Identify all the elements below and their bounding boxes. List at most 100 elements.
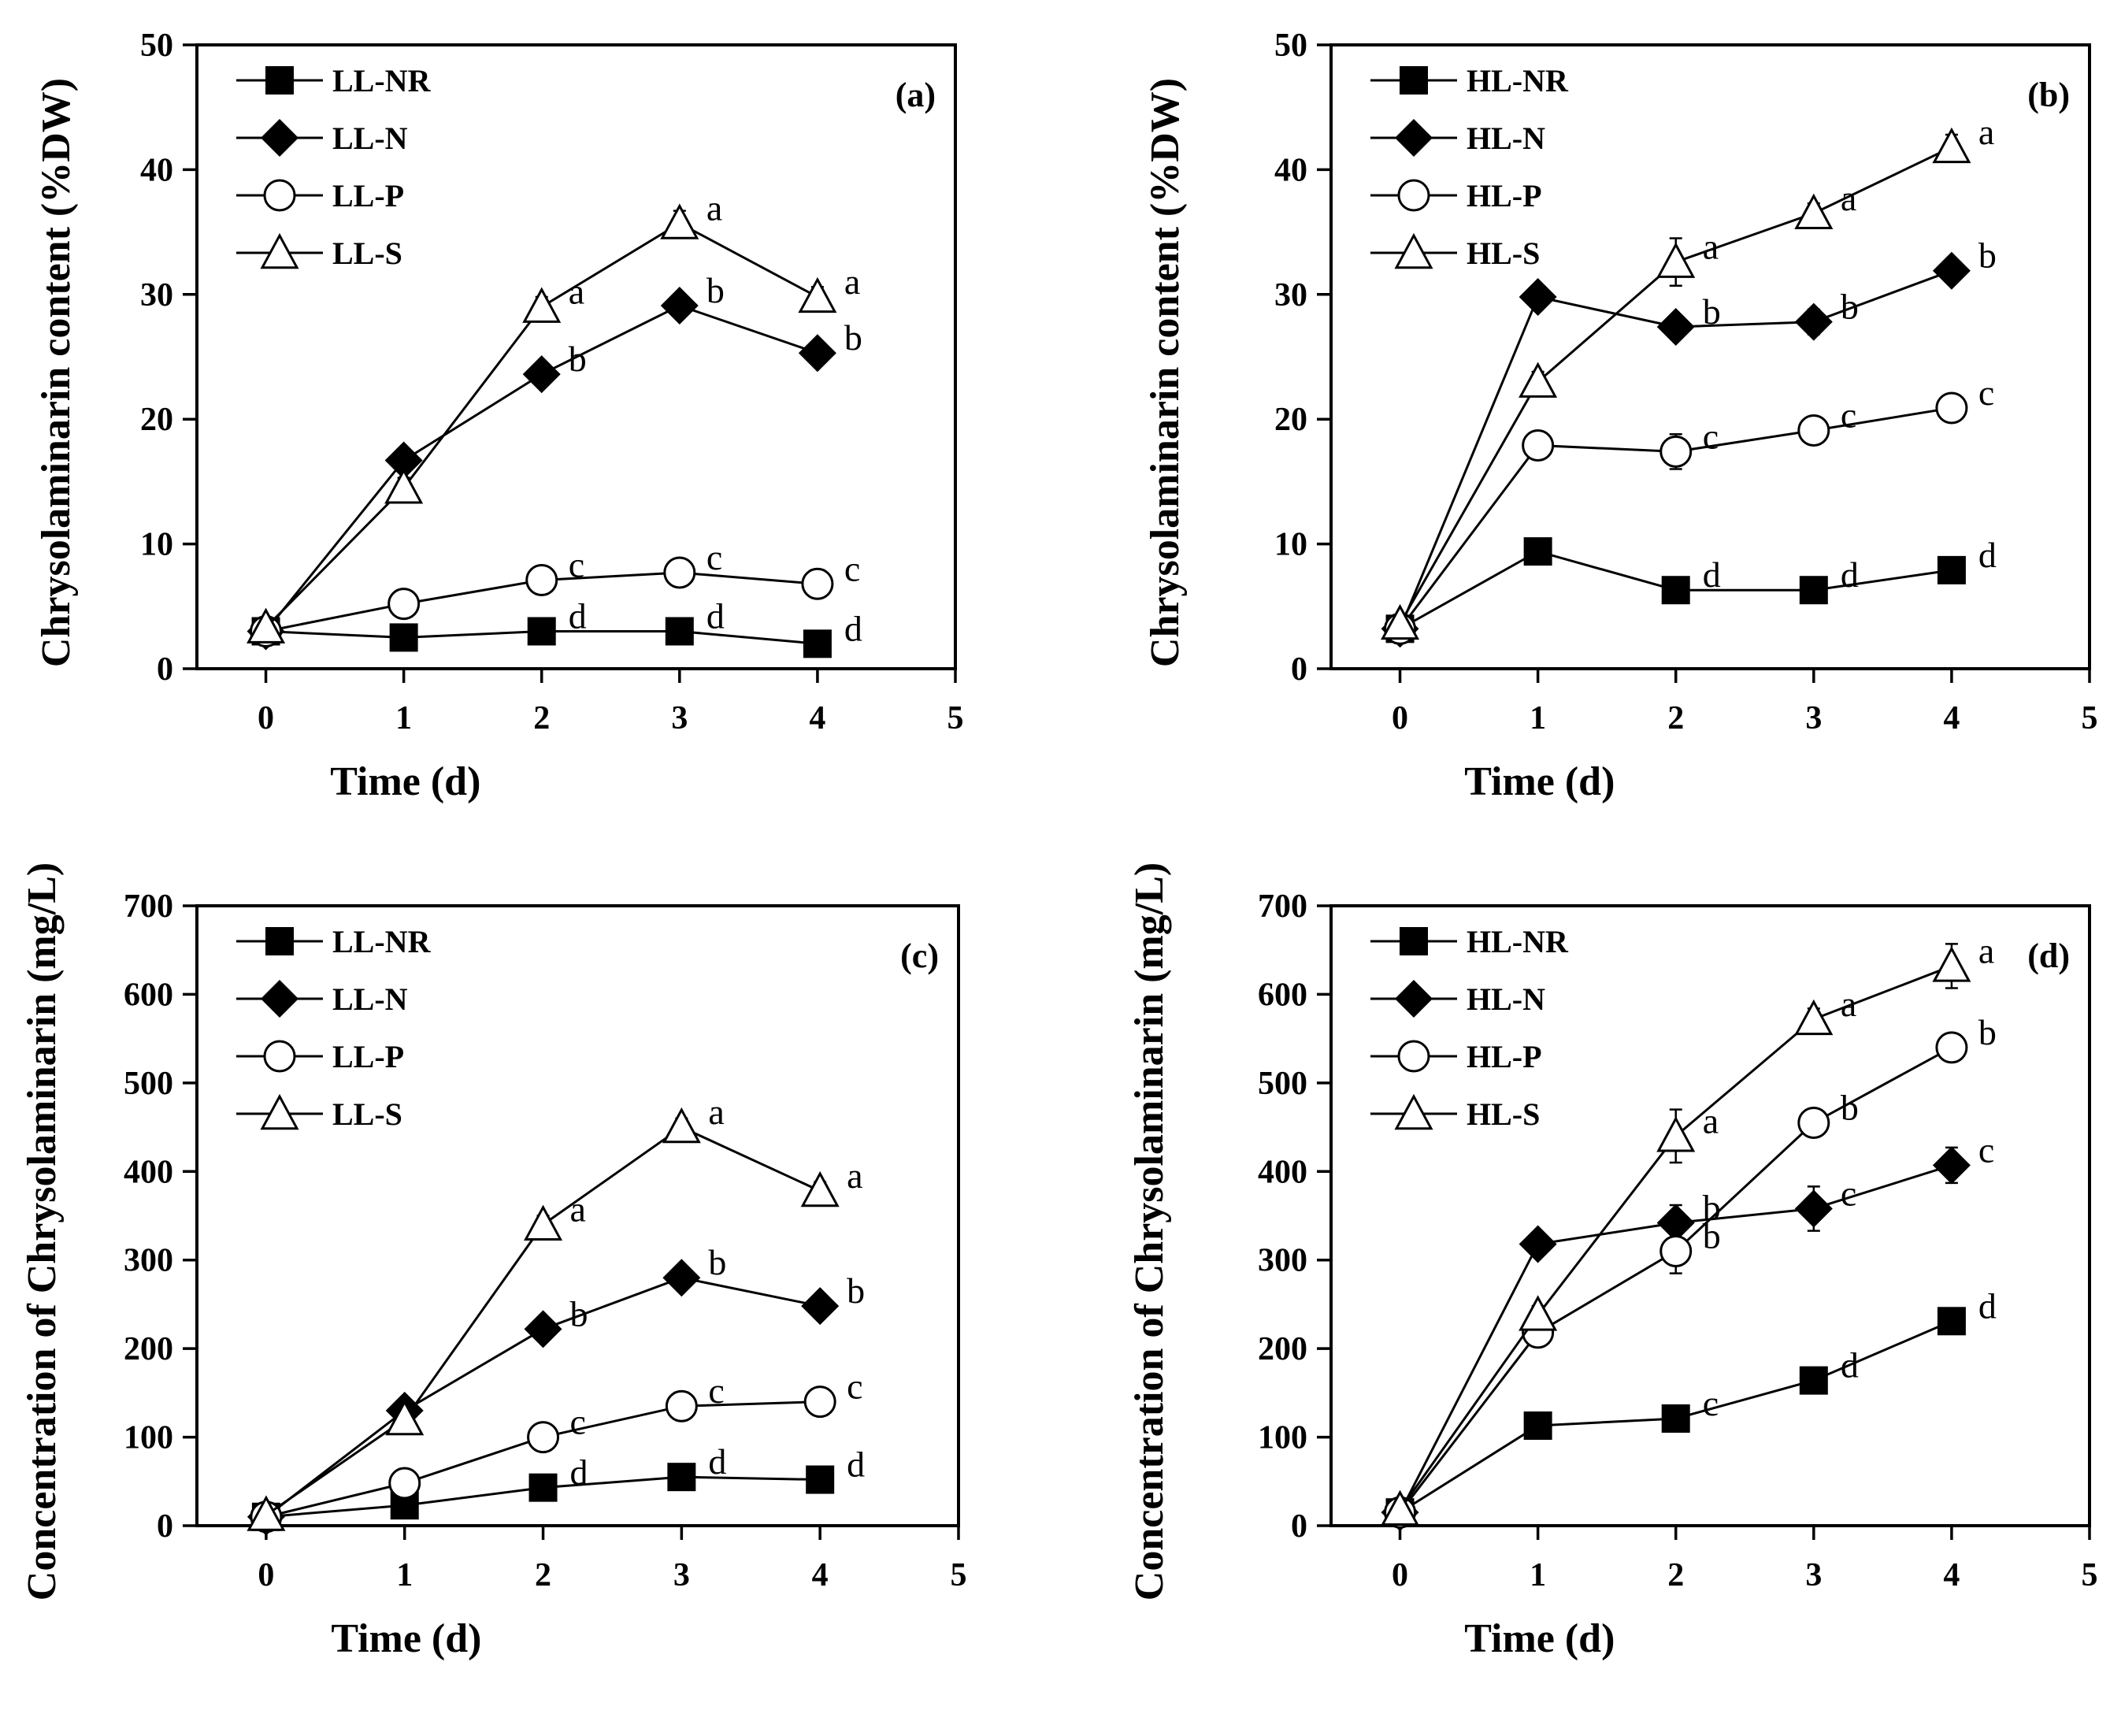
legend-label: LL-S: [332, 236, 402, 271]
legend-label: HL-S: [1467, 236, 1540, 271]
plot-frame: [195, 904, 960, 1527]
legend-marker: [265, 927, 294, 955]
legend-marker: [261, 119, 299, 157]
legend: LL-NR LL-N LL-P LL-S: [236, 924, 432, 1132]
data-point: [1937, 555, 1966, 584]
legend-marker: [1394, 232, 1433, 269]
data-point: [525, 564, 558, 597]
legend-marker: [1397, 1040, 1430, 1073]
legend-marker: [263, 1040, 296, 1073]
data-point: [798, 276, 837, 313]
data-point: [527, 1421, 560, 1454]
data-point: [663, 556, 696, 589]
legend: LL-NR LL-N LL-P LL-S: [236, 63, 432, 271]
data-point: [1656, 307, 1695, 346]
x-tick-label: 0: [1392, 700, 1408, 736]
data-point: [1797, 1106, 1830, 1139]
y-tick-label: 100: [124, 1420, 173, 1456]
significance-letter: c: [570, 1402, 586, 1442]
significance-letter: c: [847, 1367, 862, 1407]
data-point: [1659, 1234, 1693, 1267]
data-point: [660, 203, 699, 239]
data-point: [1797, 414, 1830, 447]
legend-label: HL-NR: [1467, 924, 1569, 959]
plot-frame: [1329, 43, 2091, 670]
y-tick-label: 400: [124, 1154, 173, 1190]
data-point: [662, 1259, 701, 1297]
x-axis-title: Time (d): [1464, 759, 1615, 804]
series-LL-N: b b b: [247, 1242, 865, 1536]
x-tick-label: 5: [947, 700, 964, 736]
legend-marker: [261, 980, 299, 1018]
legend-item: LL-S: [236, 232, 402, 271]
data-point: [1794, 1189, 1833, 1228]
x-tick-label: 1: [395, 700, 412, 736]
data-point: [665, 1389, 698, 1423]
legend-label: HL-N: [1467, 121, 1545, 156]
data-point: [388, 588, 421, 621]
significance-letter: d: [847, 1445, 865, 1485]
data-point: [385, 1399, 425, 1436]
significance-letter: c: [708, 1371, 724, 1411]
significance-letter: b: [1841, 287, 1859, 327]
x-tick-label: 1: [396, 1557, 413, 1593]
legend-item: LL-NR: [236, 63, 432, 98]
series-HL-S: a a a: [1381, 112, 1994, 640]
significance-letter: d: [1841, 1345, 1859, 1385]
significance-letter: d: [1703, 555, 1721, 595]
significance-letter: c: [1978, 1130, 1994, 1170]
significance-letter: c: [1703, 416, 1719, 456]
legend-marker: [263, 179, 296, 212]
y-tick-label: 0: [1291, 1508, 1307, 1545]
significance-letter: c: [1841, 1174, 1856, 1214]
y-axis-title: Concentration of Chrysolaminarin (mg/L): [20, 862, 65, 1601]
x-axis-title: Time (d): [331, 1616, 481, 1661]
y-tick-label: 10: [140, 527, 173, 563]
significance-letter: d: [1978, 535, 1997, 575]
y-tick-label: 500: [124, 1066, 173, 1102]
x-tick-label: 5: [2082, 1557, 2098, 1593]
x-tick-label: 0: [258, 1557, 274, 1593]
series-LL-S: a a a: [247, 1092, 863, 1531]
x-tick-label: 3: [1805, 700, 1822, 736]
data-point: [662, 1107, 701, 1144]
plot-frame: [195, 43, 957, 670]
y-tick-label: 10: [1274, 527, 1307, 563]
x-tick-label: 2: [535, 1557, 551, 1593]
legend-item: LL-NR: [236, 924, 432, 959]
data-point: [1932, 1146, 1971, 1185]
legend-label: LL-NR: [332, 63, 432, 98]
legend-marker: [1400, 927, 1428, 955]
data-point: [1381, 1489, 1420, 1526]
y-tick-label: 700: [1258, 888, 1307, 925]
y-tick-label: 300: [1258, 1243, 1307, 1279]
legend-marker: [1395, 119, 1433, 157]
data-point: [384, 441, 423, 480]
legend-label: LL-N: [332, 981, 408, 1017]
y-axis-title: Concentration of Chrysolaminarin (mg/L): [1127, 862, 1172, 1601]
y-tick-label: 0: [157, 1508, 173, 1545]
y-tick-label: 700: [124, 888, 173, 925]
x-tick-label: 4: [1943, 1557, 1960, 1593]
y-axis-title: Chrysolaminarin content (%DW): [34, 78, 79, 667]
data-point: [528, 1473, 558, 1502]
significance-letter: b: [706, 270, 725, 310]
series-line: [1399, 146, 1952, 625]
legend: HL-NR HL-N HL-P HL-S: [1370, 63, 1569, 271]
legend-item: HL-S: [1370, 232, 1540, 271]
x-tick-label: 5: [2082, 700, 2098, 736]
series-HL-P: bbb: [1384, 1012, 1997, 1529]
significance-letter: d: [844, 608, 862, 648]
x-tick-label: 2: [1667, 700, 1684, 736]
data-point: [524, 1204, 563, 1241]
legend-label: HL-P: [1467, 1039, 1542, 1074]
legend-item: HL-P: [1370, 178, 1542, 213]
y-tick-label: 600: [1258, 977, 1307, 1013]
significance-letter: a: [847, 1155, 862, 1196]
data-point: [660, 287, 699, 325]
legend-label: HL-NR: [1467, 63, 1569, 98]
